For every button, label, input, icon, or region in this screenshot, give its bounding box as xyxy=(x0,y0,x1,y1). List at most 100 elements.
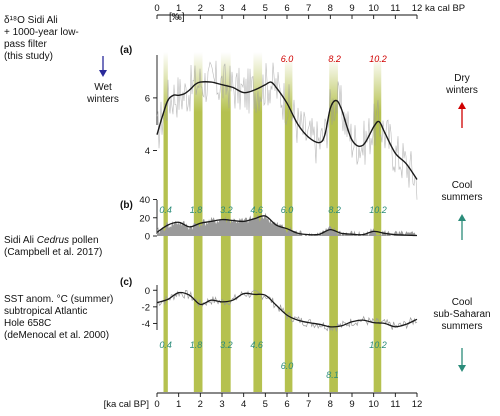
series-line xyxy=(156,291,418,328)
event-label: 10.2 xyxy=(369,205,387,215)
top-axis-tick-label: 7 xyxy=(306,3,311,14)
y-axis-tick-label: 0 xyxy=(145,232,150,243)
right-note-arrow-head xyxy=(458,365,466,372)
y-axis-tick-label: 20 xyxy=(139,213,150,224)
event-label: 10.2 xyxy=(369,340,387,350)
top-axis-tick-label: 3 xyxy=(219,3,224,14)
series-raw-line xyxy=(156,60,418,200)
wet-winters-label: winters xyxy=(86,94,119,105)
event-label: 3.2 xyxy=(220,205,233,215)
bottom-axis-tick-label: 1 xyxy=(176,399,181,410)
right-note-label: Dry xyxy=(454,73,470,84)
event-band xyxy=(163,112,168,392)
y-axis-tick-label: 4 xyxy=(145,146,150,157)
event-label: 0.4 xyxy=(159,205,172,215)
event-label: 1.8 xyxy=(190,340,203,350)
event-label: 3.2 xyxy=(220,340,233,350)
panel-title-line: δ¹⁸O Sidi Ali xyxy=(4,15,58,26)
top-axis-tick-label: 9 xyxy=(349,3,354,14)
event-label: 6.0 xyxy=(281,54,294,64)
event-band xyxy=(373,112,382,392)
top-axis-tick-label: 6 xyxy=(284,3,289,14)
top-axis-tick-label: 11 xyxy=(390,3,400,14)
event-label: 8.2 xyxy=(328,205,341,215)
top-axis-tick-label: 4 xyxy=(241,3,246,14)
panel-letter: (a) xyxy=(120,45,132,56)
top-axis-tick-label: 12 xyxy=(412,3,423,14)
bottom-axis-tick-label: 9 xyxy=(349,399,354,410)
event-band xyxy=(329,112,338,392)
series-raw-line xyxy=(156,289,418,333)
panel-title-line: pass filter xyxy=(4,39,47,50)
right-note-arrow-head xyxy=(458,102,466,109)
bottom-axis-tick-label: 2 xyxy=(198,399,203,410)
event-band xyxy=(220,112,231,392)
event-band-fade xyxy=(253,52,263,112)
event-label: 1.8 xyxy=(190,205,203,215)
event-band-fade xyxy=(329,58,338,112)
right-note-arrow-head xyxy=(458,214,466,221)
event-label: 0.4 xyxy=(159,340,172,350)
y-axis-tick-label: -4 xyxy=(142,319,150,330)
right-note-label: winters xyxy=(445,85,478,96)
wet-winters-label: Wet xyxy=(94,82,112,93)
event-label: 8.2 xyxy=(328,54,341,64)
bottom-axis-tick-label: 7 xyxy=(306,399,311,410)
labels: 6.0 8.2 10.2 0.4 1.8 3.2 4.6 6.0 8.2 10.2 0.4 1.8 3.… xyxy=(4,12,491,380)
panel-title-line: + 1000-year low- xyxy=(4,27,79,38)
right-note-label: summers xyxy=(441,192,482,203)
right-note-label: Cool xyxy=(452,180,473,191)
y-axis-tick-label: 40 xyxy=(139,195,150,206)
event-band xyxy=(253,112,263,392)
panel-title-line: (deMenocal et al. 2000) xyxy=(4,330,109,341)
series-line xyxy=(156,81,418,180)
bottom-axis-tick-label: 12 xyxy=(412,399,423,410)
bottom-axis-tick-label: 3 xyxy=(219,399,224,410)
series-line xyxy=(156,215,418,237)
y-axis-tick-label: 0 xyxy=(145,286,150,297)
event-label: 4.6 xyxy=(250,205,263,215)
event-label: 10.2 xyxy=(369,54,387,64)
event-label: 6.0 xyxy=(281,205,294,215)
event-band-fade xyxy=(284,58,293,112)
y-axis-tick-label: -2 xyxy=(142,302,150,313)
panel-title-line: SST anom. °C (summer) xyxy=(4,294,113,305)
bottom-axis-tick-label: 8 xyxy=(328,399,333,410)
top-axis-tick-label: 5 xyxy=(263,3,268,14)
top-axis-tick-label: 2 xyxy=(198,3,203,14)
panel-unit-label: [‰] xyxy=(169,12,185,23)
axes: 0 1 2 3 4 5 6 7 8 9 10 11 12 ka cal BP0 1 2 3 4 5 6 7 8 9 10 11 1… xyxy=(104,3,466,410)
top-axis-tick-label: 8 xyxy=(328,3,333,14)
wet-arrow-head xyxy=(99,70,107,77)
panel-title-line: Hole 658C xyxy=(4,318,51,329)
top-axis-tick-label: 1 xyxy=(176,3,181,14)
y-axis-tick-label: 6 xyxy=(145,93,150,104)
panel-title-line: (Campbell et al. 2017) xyxy=(4,247,102,258)
right-note-label: summers xyxy=(441,321,482,332)
top-axis-tick-label: 0 xyxy=(154,3,159,14)
bottom-axis-tick-label: 6 xyxy=(284,399,289,410)
event-band-fade xyxy=(163,52,168,112)
right-note-label: sub-Saharan xyxy=(433,309,490,320)
event-label: 8.1 xyxy=(326,370,339,380)
top-axis-tick-label: 10 xyxy=(368,3,379,14)
panel-title-line: (this study) xyxy=(4,51,53,62)
bottom-axis-unit-label: [ka cal BP] xyxy=(104,399,149,410)
event-label: 4.6 xyxy=(250,340,263,350)
bottom-axis-tick-label: 11 xyxy=(390,399,400,410)
bottom-axis-tick-label: 0 xyxy=(154,399,159,410)
event-bands xyxy=(163,52,382,392)
top-axis-unit-label: ka cal BP xyxy=(425,3,465,14)
panel-title-line: Sidi Ali Cedrus pollen xyxy=(4,235,99,246)
bottom-axis-tick-label: 10 xyxy=(368,399,379,410)
panel-title-line: subtropical Atlantic xyxy=(4,306,87,317)
bottom-axis-tick-label: 4 xyxy=(241,399,246,410)
series-area xyxy=(157,212,417,236)
panel-letter: (b) xyxy=(120,200,133,211)
event-label: 6.0 xyxy=(281,361,294,371)
event-band xyxy=(193,112,203,392)
event-band-fade xyxy=(373,58,382,112)
right-note-label: Cool xyxy=(452,297,473,308)
panel-letter: (c) xyxy=(120,277,132,288)
